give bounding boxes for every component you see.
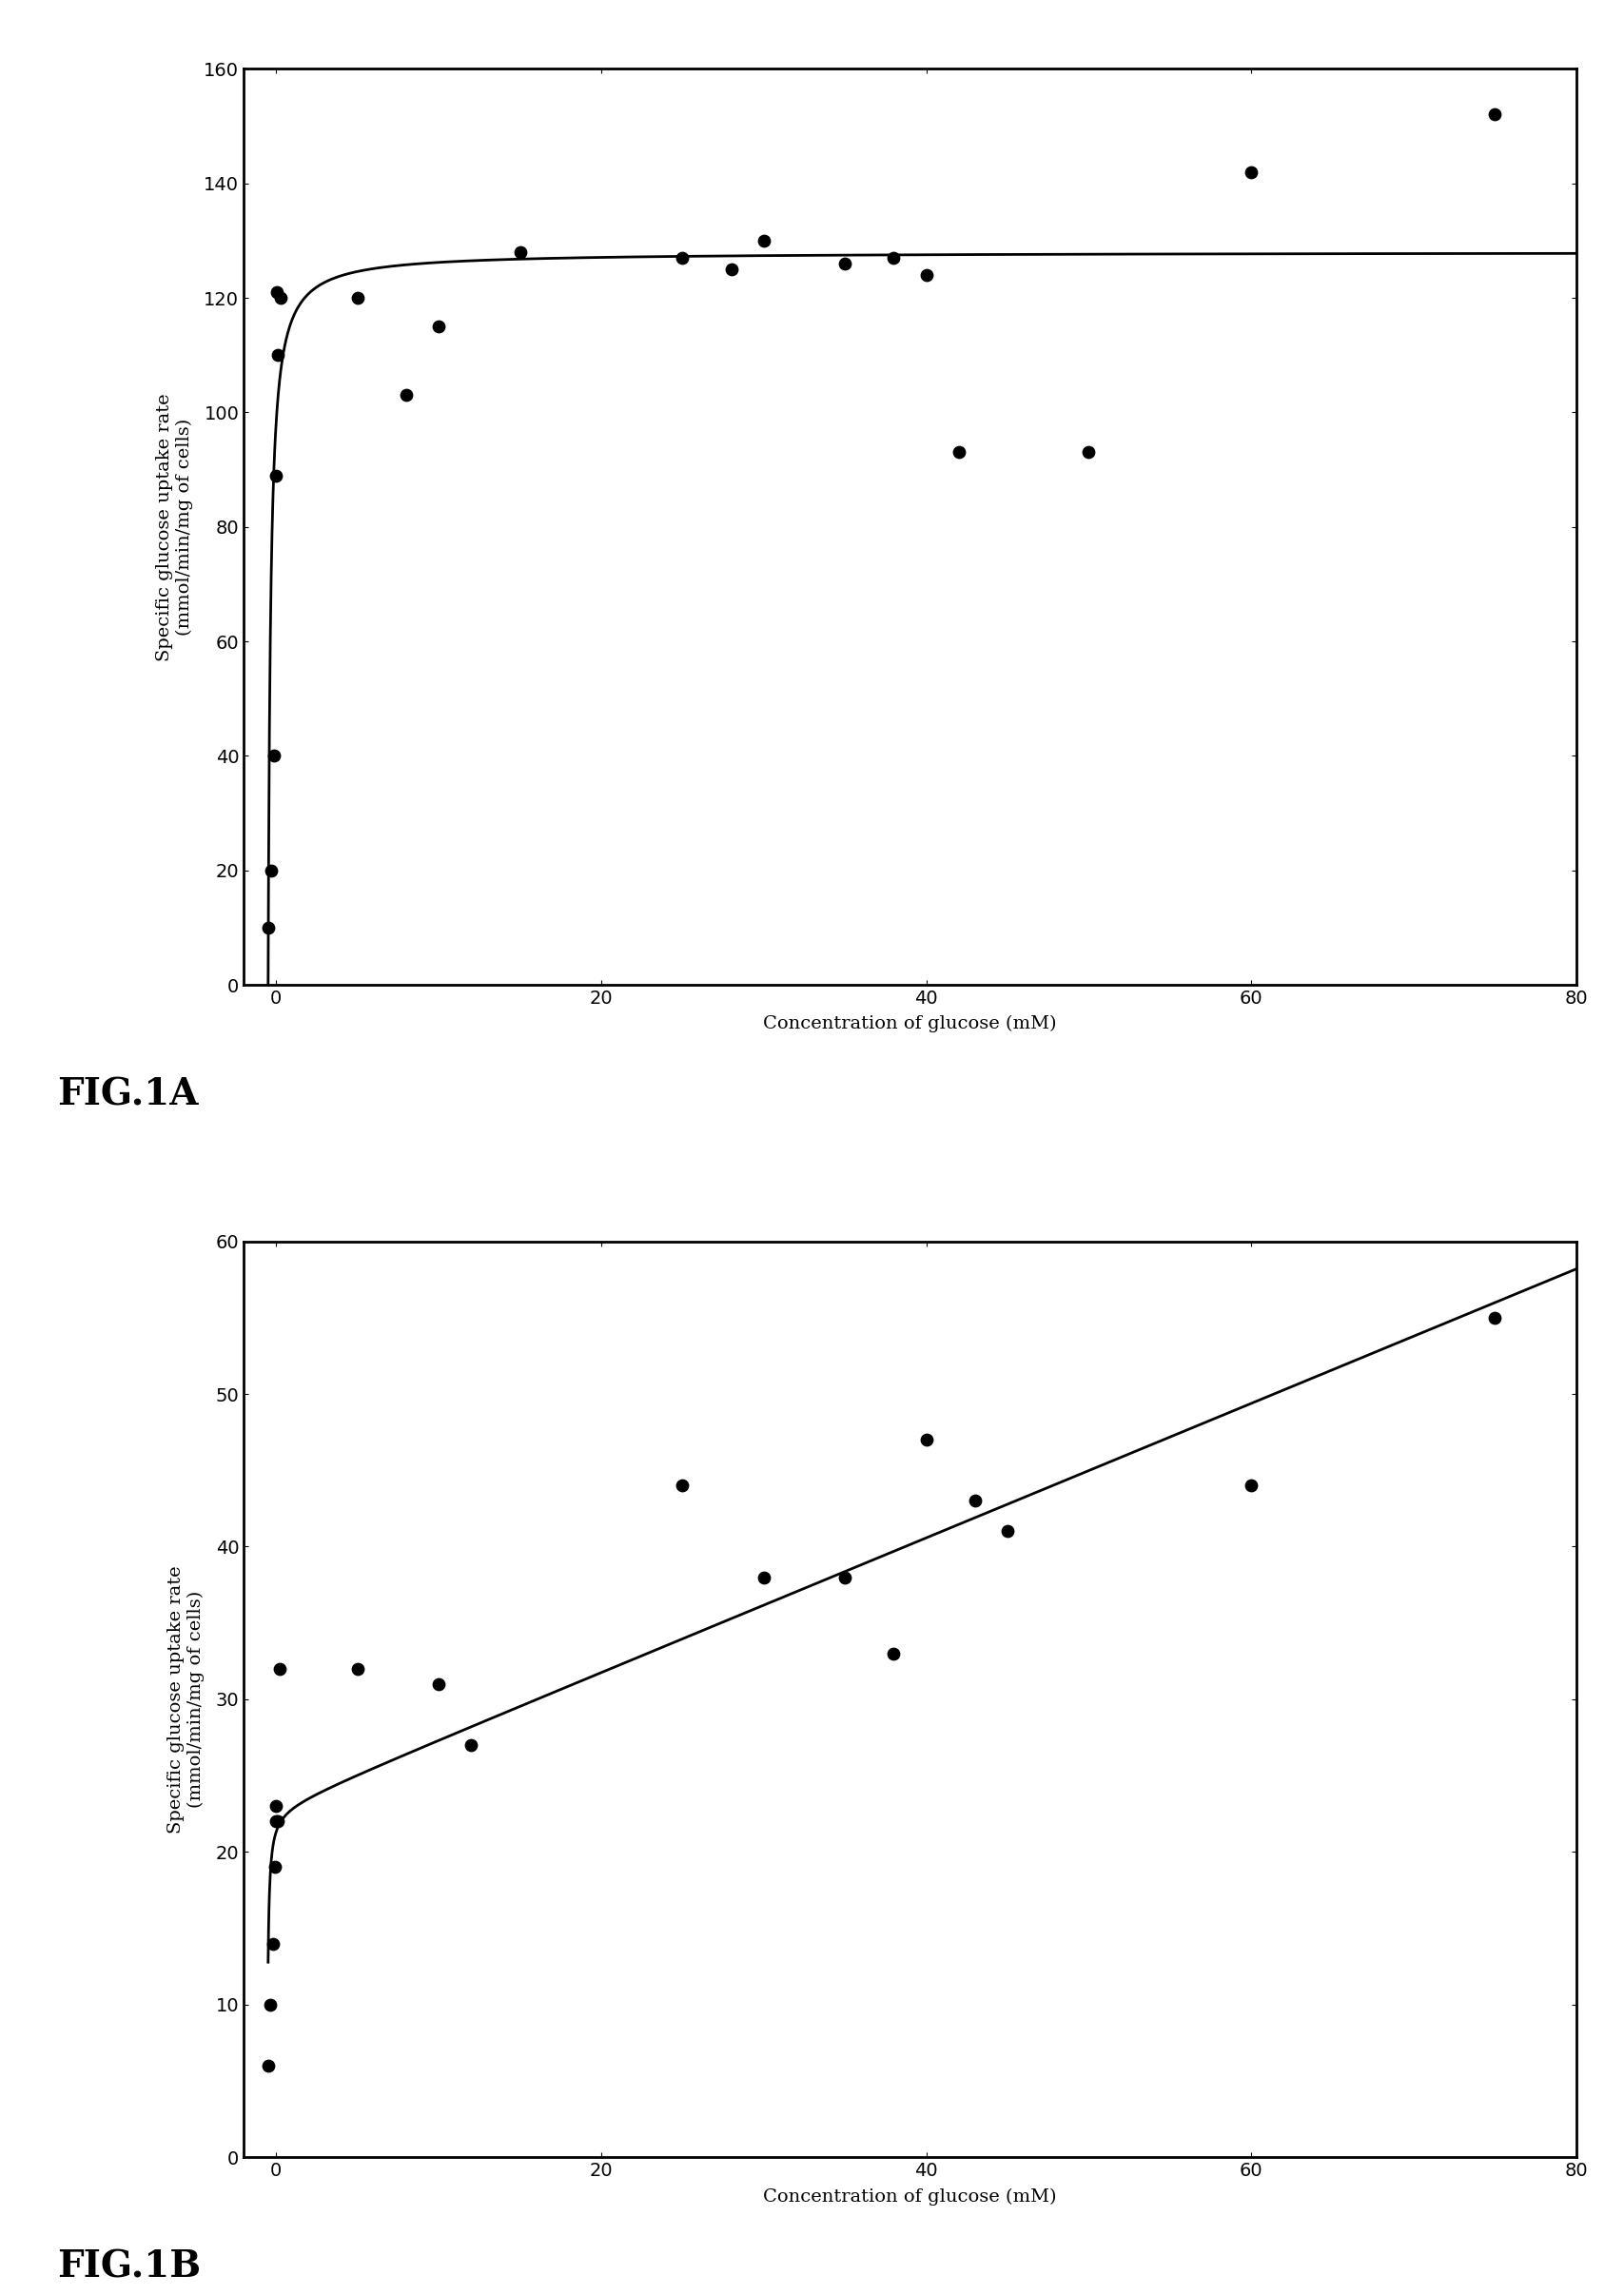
Point bbox=[1237, 154, 1263, 190]
Point bbox=[261, 457, 289, 493]
Point bbox=[255, 909, 281, 946]
X-axis label: Concentration of glucose (mM): Concentration of glucose (mM) bbox=[763, 1014, 1056, 1033]
Point bbox=[344, 1650, 370, 1687]
Point bbox=[344, 280, 370, 317]
Point bbox=[265, 337, 291, 374]
Point bbox=[261, 1804, 289, 1841]
Point bbox=[750, 223, 776, 259]
Point bbox=[669, 239, 695, 275]
Text: FIG.1A: FIG.1A bbox=[57, 1076, 198, 1113]
Y-axis label: Specific glucose uptake rate
(mmol/min/mg of cells): Specific glucose uptake rate (mmol/min/m… bbox=[167, 1565, 205, 1834]
Point bbox=[507, 234, 533, 271]
Point bbox=[718, 250, 744, 287]
Point bbox=[257, 1985, 283, 2022]
Point bbox=[880, 239, 906, 275]
Point bbox=[1481, 1299, 1507, 1336]
Point bbox=[831, 246, 857, 282]
Point bbox=[425, 308, 451, 344]
Point bbox=[913, 1421, 939, 1457]
Point bbox=[261, 1850, 287, 1886]
Point bbox=[1237, 1467, 1263, 1503]
Point bbox=[994, 1512, 1020, 1549]
Point bbox=[393, 376, 419, 413]
Point bbox=[255, 2047, 281, 2084]
Point bbox=[425, 1666, 451, 1703]
Point bbox=[266, 1650, 292, 1687]
Point bbox=[1481, 96, 1507, 133]
Point bbox=[258, 851, 284, 888]
Text: FIG.1B: FIG.1B bbox=[57, 2249, 201, 2286]
Point bbox=[260, 737, 286, 773]
Point bbox=[961, 1483, 987, 1519]
Point bbox=[831, 1558, 857, 1595]
Point bbox=[458, 1726, 484, 1763]
X-axis label: Concentration of glucose (mM): Concentration of glucose (mM) bbox=[763, 2187, 1056, 2205]
Point bbox=[913, 257, 939, 294]
Point bbox=[265, 1804, 291, 1841]
Point bbox=[268, 280, 294, 317]
Point bbox=[263, 1788, 289, 1825]
Point bbox=[750, 1558, 776, 1595]
Point bbox=[1075, 434, 1101, 470]
Point bbox=[945, 434, 971, 470]
Point bbox=[669, 1467, 695, 1503]
Point bbox=[260, 1926, 286, 1962]
Point bbox=[263, 273, 289, 310]
Point bbox=[880, 1634, 906, 1671]
Y-axis label: Specific glucose uptake rate
(mmol/min/mg of cells): Specific glucose uptake rate (mmol/min/m… bbox=[156, 392, 193, 661]
